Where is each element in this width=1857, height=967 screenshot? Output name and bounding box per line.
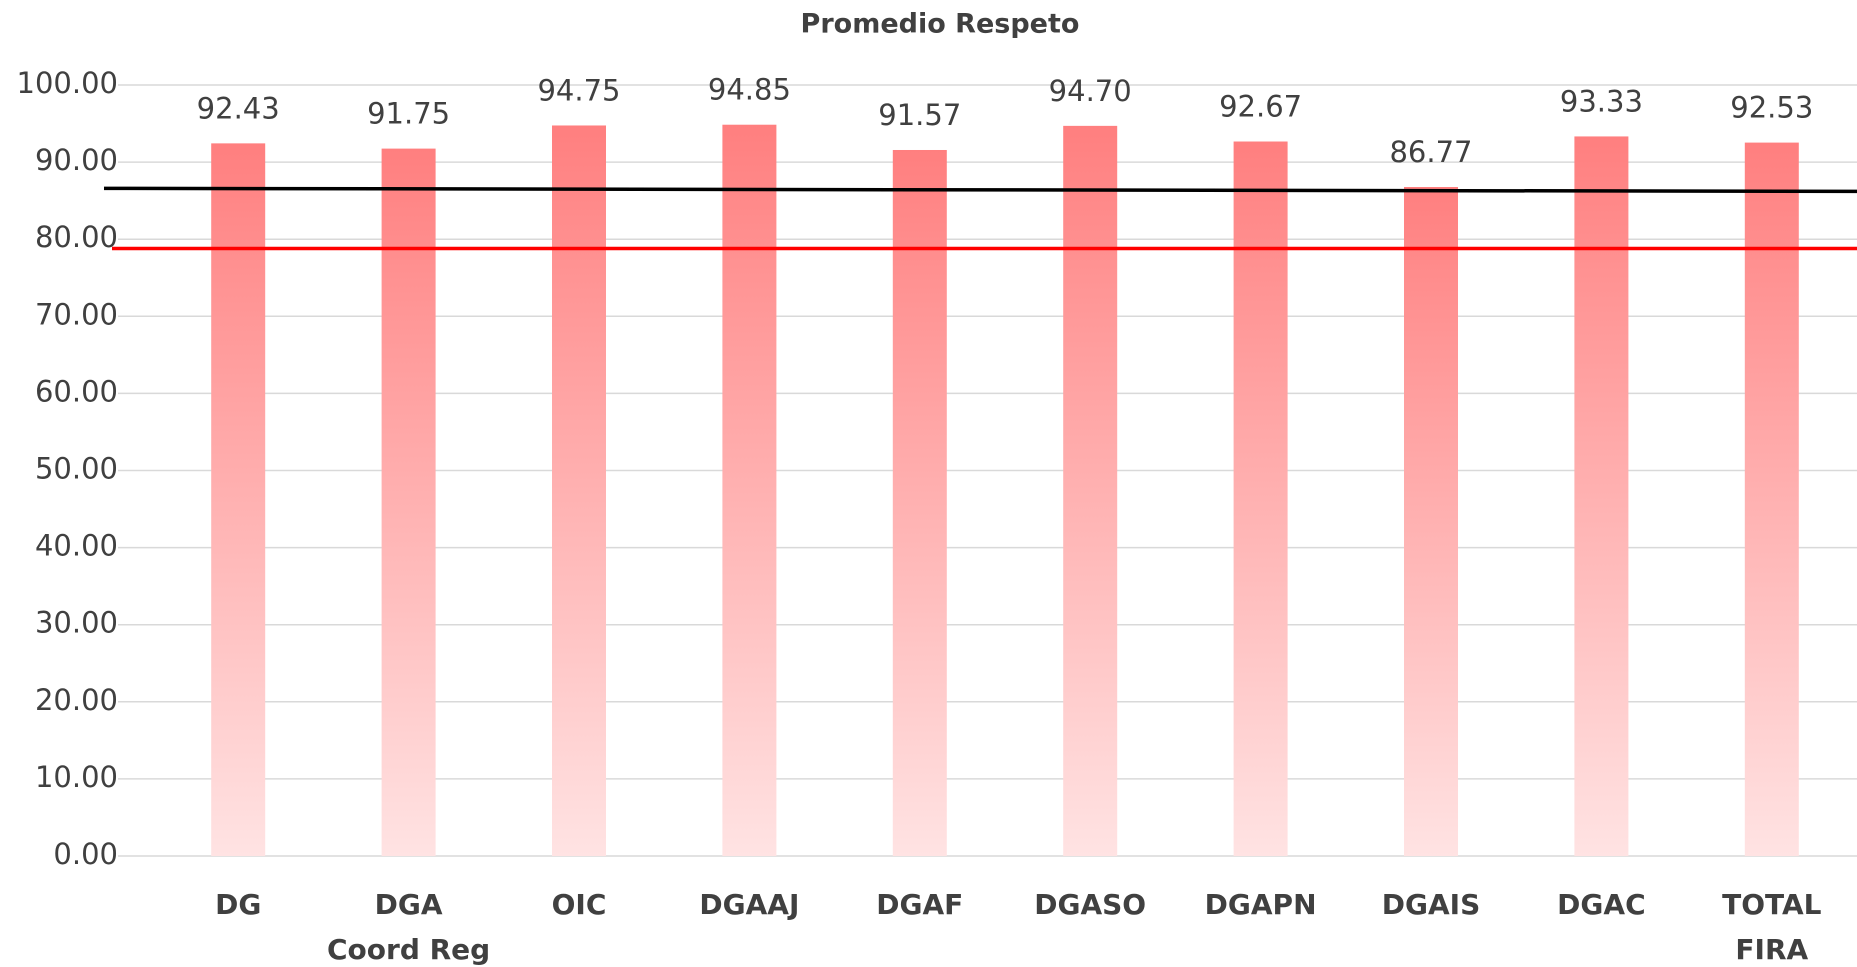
- value-label: 94.70: [1049, 74, 1132, 108]
- x-tick-label: DGAPN: [1205, 888, 1317, 921]
- x-tick-label: DGA Coord Reg: [327, 888, 490, 966]
- y-tick-label: 10.00: [35, 760, 118, 794]
- value-label: 91.75: [367, 97, 450, 131]
- bar: [722, 124, 777, 857]
- y-tick-label: 0.00: [53, 837, 118, 871]
- y-tick-label: 80.00: [35, 220, 118, 254]
- y-tick-label: 60.00: [35, 374, 118, 408]
- value-label: 94.75: [537, 73, 620, 107]
- y-tick-label: 100.00: [17, 66, 118, 100]
- y-tick-label: 50.00: [35, 452, 118, 486]
- bar: [1744, 142, 1799, 857]
- chart-title: Promedio Respeto: [801, 9, 1080, 40]
- bar: [211, 143, 266, 857]
- bar: [1574, 136, 1629, 856]
- y-tick-label: 70.00: [35, 297, 118, 331]
- value-label: 93.33: [1560, 84, 1643, 118]
- x-tick-label: DG: [215, 888, 261, 921]
- reference-line: [103, 186, 1857, 194]
- value-label: 94.85: [708, 73, 791, 107]
- x-tick-label: DGAF: [876, 888, 963, 921]
- x-tick-label: DGAIS: [1382, 888, 1480, 921]
- value-label: 92.43: [197, 91, 280, 125]
- x-tick-label: DGASO: [1034, 888, 1146, 921]
- x-tick-label: OIC: [552, 888, 607, 921]
- value-label: 92.67: [1219, 90, 1302, 124]
- y-tick-label: 90.00: [35, 143, 118, 177]
- bar: [1233, 141, 1288, 857]
- bar: [381, 148, 436, 857]
- bar: [1404, 187, 1458, 856]
- x-tick-label: DGAC: [1557, 888, 1645, 921]
- value-label: 91.57: [878, 98, 961, 132]
- bar: [892, 149, 947, 856]
- bar: [1063, 125, 1118, 857]
- bar: [552, 125, 606, 857]
- x-tick-label: TOTAL FIRA: [1722, 888, 1821, 966]
- value-label: 92.53: [1730, 91, 1813, 125]
- y-tick-label: 20.00: [35, 683, 118, 717]
- y-tick-label: 40.00: [35, 529, 118, 563]
- x-tick-label: DGAAJ: [699, 888, 799, 921]
- value-label: 86.77: [1389, 135, 1472, 169]
- y-tick-label: 30.00: [35, 606, 118, 640]
